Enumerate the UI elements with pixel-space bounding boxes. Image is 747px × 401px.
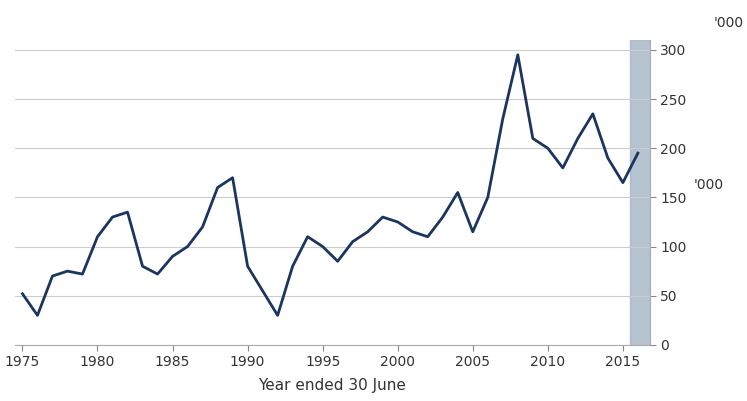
Text: '000: '000 [713, 16, 743, 30]
Bar [630, 40, 656, 345]
Y-axis label: '000: '000 [694, 178, 724, 192]
X-axis label: Year ended 30 June: Year ended 30 June [258, 378, 406, 393]
